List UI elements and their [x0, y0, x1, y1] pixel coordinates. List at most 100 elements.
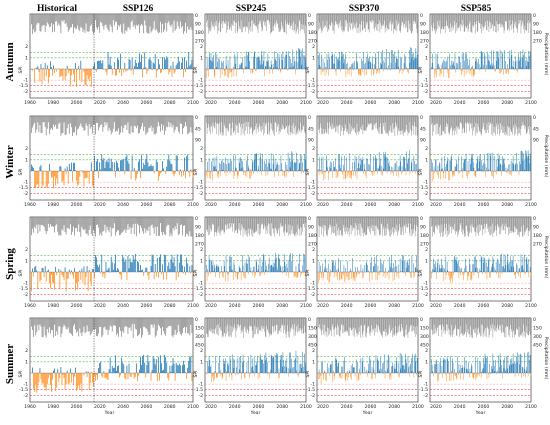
- spi-bar-wet: [295, 358, 296, 373]
- precip-bar: [396, 318, 398, 334]
- spi-bar-wet: [433, 258, 434, 272]
- precip-bar: [50, 116, 51, 130]
- precip-tick-label: 270: [533, 39, 542, 45]
- precip-bar: [38, 318, 40, 331]
- precip-bar: [217, 318, 218, 335]
- spi-bar-dry: [225, 69, 226, 76]
- precip-bar: [262, 318, 263, 328]
- spi-bar-wet: [512, 260, 513, 272]
- precip-bar: [509, 217, 511, 234]
- spi-bar-wet: [239, 64, 241, 69]
- spi-bar-dry: [174, 373, 176, 381]
- spi-bar-wet: [208, 158, 210, 171]
- precip-bar: [219, 318, 221, 328]
- spi-bar-wet: [110, 158, 112, 171]
- spi-bar-dry: [524, 272, 526, 275]
- spi-bar-wet: [388, 163, 389, 171]
- precip-bar: [464, 116, 466, 133]
- spi-bar-wet: [410, 357, 412, 373]
- spi-bar-wet: [276, 165, 277, 171]
- spi-bar-wet: [118, 269, 119, 272]
- spi-bar-wet: [146, 154, 148, 171]
- precip-bar: [72, 14, 73, 25]
- spi-bar-dry: [402, 171, 403, 173]
- precip-bar: [126, 116, 128, 130]
- spi-bar-wet: [476, 62, 478, 69]
- precip-bar: [283, 217, 285, 236]
- spi-bar-wet: [464, 159, 466, 171]
- precip-bar: [451, 14, 452, 28]
- spi-bar-dry: [382, 171, 383, 176]
- precip-bar: [234, 217, 235, 233]
- spi-tick-label: -1.5: [306, 83, 315, 89]
- precip-bar: [45, 14, 47, 27]
- x-tick-label: 2020: [94, 100, 106, 106]
- spi-bar-dry: [448, 69, 449, 78]
- precip-bar: [363, 116, 365, 131]
- precip-bar: [365, 14, 366, 32]
- precip-bar: [230, 116, 231, 136]
- precip-bar: [341, 14, 342, 31]
- precip-bar: [414, 14, 415, 22]
- spi-bar-wet: [448, 159, 450, 171]
- spi-bar-wet: [108, 158, 110, 171]
- spi-bar-wet: [278, 164, 280, 171]
- precip-bar: [416, 217, 417, 225]
- spi-bar-wet: [342, 366, 343, 373]
- precip-bar: [230, 14, 231, 27]
- precip-tick-label: 270: [420, 39, 429, 45]
- spi-bar-wet: [444, 155, 445, 171]
- precip-bar: [74, 217, 75, 236]
- precip-bar: [523, 14, 524, 30]
- precip-bar: [378, 14, 380, 21]
- spi-bar-dry: [191, 373, 193, 382]
- spi-tick-label: 1: [25, 157, 28, 163]
- spi-bar-wet: [303, 253, 305, 272]
- spi-bar-dry: [371, 69, 372, 76]
- precip-bar: [117, 14, 118, 30]
- precip-bar: [375, 318, 376, 329]
- spi-bar-wet: [383, 362, 385, 373]
- spi-bar-wet: [248, 165, 249, 171]
- spi-bar-wet: [46, 65, 48, 69]
- spi-bar-wet: [175, 155, 177, 171]
- precip-bar: [440, 217, 441, 237]
- precip-bar: [238, 14, 240, 30]
- spi-bar-wet: [464, 268, 466, 272]
- precip-bar: [297, 217, 298, 235]
- spi-bar-wet: [219, 356, 220, 373]
- spi-bar-wet: [367, 53, 368, 69]
- x-tick-label: 2060: [365, 404, 377, 410]
- spi-bar-wet: [172, 61, 174, 69]
- spi-tick-label: 1: [425, 55, 428, 61]
- precip-bar: [386, 217, 388, 229]
- precip-bar: [177, 116, 179, 132]
- precip-bar: [230, 217, 231, 228]
- spi-bar-wet: [58, 268, 60, 272]
- spi-bar-dry: [228, 272, 229, 275]
- spi-bar-wet: [479, 161, 481, 171]
- precip-bar: [148, 14, 150, 34]
- precip-bar: [173, 116, 175, 133]
- precip-bar: [255, 217, 257, 231]
- spi-bar-wet: [411, 255, 413, 272]
- precip-bar: [395, 217, 396, 230]
- precip-bar: [374, 217, 375, 236]
- spi-bar-wet: [91, 269, 93, 272]
- precip-bar: [221, 217, 223, 230]
- precip-bar: [488, 116, 490, 123]
- precip-bar: [416, 14, 417, 29]
- precip-bar: [110, 14, 112, 27]
- precip-bar: [376, 318, 377, 325]
- precip-bar: [467, 116, 468, 123]
- precip-bar: [322, 318, 324, 325]
- precip-bar: [331, 116, 333, 130]
- precip-bar: [390, 217, 391, 237]
- precip-bar: [512, 116, 514, 129]
- precip-bar: [175, 14, 177, 29]
- spi-bar-wet: [482, 165, 483, 171]
- spi-bar-dry: [412, 171, 413, 173]
- spi-bar-wet: [246, 263, 248, 272]
- precip-bar: [392, 116, 394, 133]
- spi-bar-dry: [82, 171, 84, 174]
